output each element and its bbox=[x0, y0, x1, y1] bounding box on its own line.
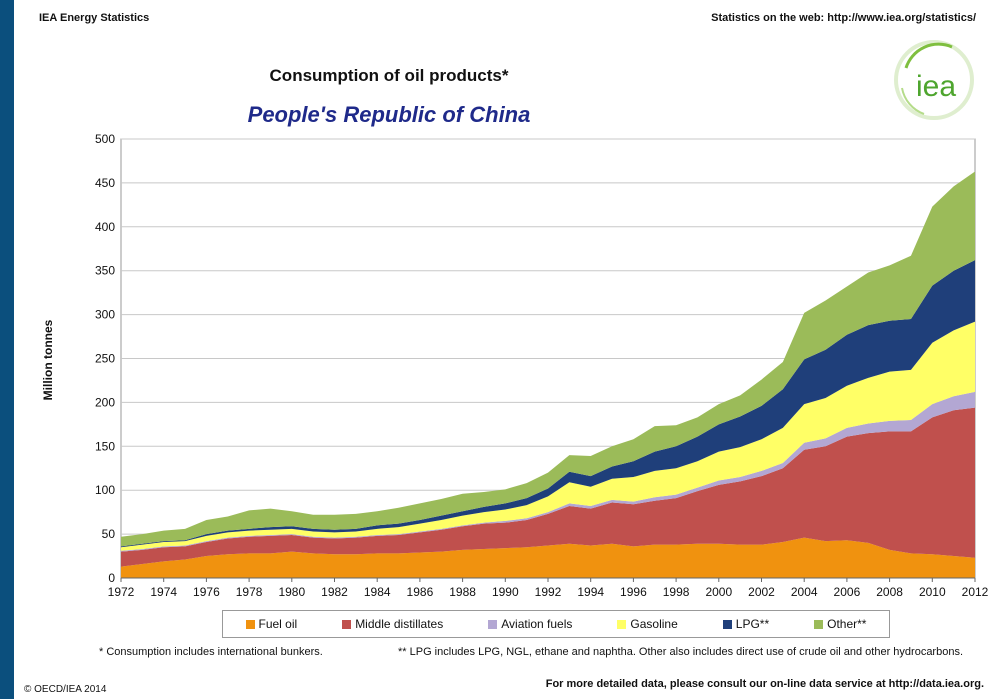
y-tick-label: 500 bbox=[95, 132, 115, 146]
legend-label: Middle distillates bbox=[355, 617, 444, 631]
x-tick-label: 2006 bbox=[834, 585, 861, 599]
legend-swatch bbox=[617, 619, 627, 629]
area-gasoline bbox=[121, 321, 975, 551]
y-tick-label: 50 bbox=[102, 527, 116, 541]
area-lpg bbox=[121, 260, 975, 548]
x-tick-label: 1974 bbox=[150, 585, 177, 599]
legend-swatch bbox=[245, 619, 255, 629]
y-axis-label: Million tonnes bbox=[41, 319, 55, 400]
y-tick-label: 300 bbox=[95, 308, 115, 322]
legend-swatch bbox=[722, 619, 732, 629]
footnote-bunkers: * Consumption includes international bun… bbox=[99, 646, 323, 658]
header-web-link[interactable]: Statistics on the web: http://www.iea.or… bbox=[711, 12, 976, 24]
legend-swatch bbox=[488, 619, 498, 629]
footnote-lpg: ** LPG includes LPG, NGL, ethane and nap… bbox=[398, 646, 964, 658]
header-source: IEA Energy Statistics bbox=[39, 12, 150, 24]
y-tick-label: 150 bbox=[95, 439, 115, 453]
legend-swatch bbox=[342, 619, 352, 629]
area-fuel-oil bbox=[121, 537, 975, 578]
legend-label: Other** bbox=[827, 617, 867, 631]
legend-item: Other** bbox=[814, 617, 866, 631]
x-tick-label: 1978 bbox=[236, 585, 263, 599]
x-tick-label: 1980 bbox=[278, 585, 305, 599]
x-tick-label: 1976 bbox=[193, 585, 220, 599]
area-middle-distillates bbox=[121, 407, 975, 567]
legend-label: Fuel oil bbox=[258, 617, 298, 631]
x-tick-label: 1994 bbox=[577, 585, 604, 599]
stacked-areas bbox=[121, 171, 975, 578]
x-tick-label: 1982 bbox=[321, 585, 348, 599]
y-tick-label: 450 bbox=[95, 176, 115, 190]
x-tick-label: 1988 bbox=[449, 585, 476, 599]
area-chart: 0 50 100 150 200 250 300 350 400 450 500 1972 1974 19… bbox=[41, 132, 989, 599]
chart-title: Consumption of oil products* bbox=[269, 66, 509, 85]
y-tick-label: 250 bbox=[95, 352, 115, 366]
x-tick-label: 2002 bbox=[748, 585, 775, 599]
legend-label: Aviation fuels bbox=[501, 617, 573, 631]
x-tick-label: 1996 bbox=[620, 585, 647, 599]
iea-logo: iea bbox=[894, 40, 974, 120]
y-tick-label: 200 bbox=[95, 395, 115, 409]
copyright: © OECD/IEA 2014 bbox=[24, 684, 107, 695]
x-tick-label: 1992 bbox=[535, 585, 562, 599]
legend-item: Middle distillates bbox=[342, 617, 443, 631]
x-tick-label: 2000 bbox=[705, 585, 732, 599]
y-tick-label: 350 bbox=[95, 264, 115, 278]
x-tick-label: 1986 bbox=[407, 585, 434, 599]
axes: 0 50 100 150 200 250 300 350 400 450 500 1972 1974 19… bbox=[95, 132, 989, 599]
chart-panel: IEA Energy Statistics Statistics on the … bbox=[14, 0, 994, 699]
legend-label: LPG** bbox=[735, 617, 770, 631]
legend-item: Fuel oil bbox=[245, 617, 298, 631]
x-tick-label: 2008 bbox=[876, 585, 903, 599]
y-tick-label: 400 bbox=[95, 220, 115, 234]
legend: Fuel oil Middle distillates Aviation fuels… bbox=[222, 610, 890, 638]
x-tick-label: 1972 bbox=[108, 585, 135, 599]
legend-item: LPG** bbox=[722, 617, 770, 631]
x-tick-label: 1998 bbox=[663, 585, 690, 599]
x-tick-label: 2012 bbox=[962, 585, 989, 599]
y-tick-label: 0 bbox=[108, 571, 115, 585]
legend-item: Gasoline bbox=[617, 617, 678, 631]
iea-logo-text: iea bbox=[916, 70, 956, 103]
legend-item: Aviation fuels bbox=[488, 617, 572, 631]
x-tick-label: 1990 bbox=[492, 585, 519, 599]
legend-swatch bbox=[814, 619, 824, 629]
area-other bbox=[121, 171, 975, 547]
x-tick-label: 1984 bbox=[364, 585, 391, 599]
x-tick-label: 2004 bbox=[791, 585, 818, 599]
legend-label: Gasoline bbox=[630, 617, 678, 631]
y-tick-label: 100 bbox=[95, 483, 115, 497]
chart-subtitle: People's Republic of China bbox=[247, 102, 531, 127]
x-tick-label: 2010 bbox=[919, 585, 946, 599]
data-service-note: For more detailed data, please consult o… bbox=[545, 678, 984, 690]
